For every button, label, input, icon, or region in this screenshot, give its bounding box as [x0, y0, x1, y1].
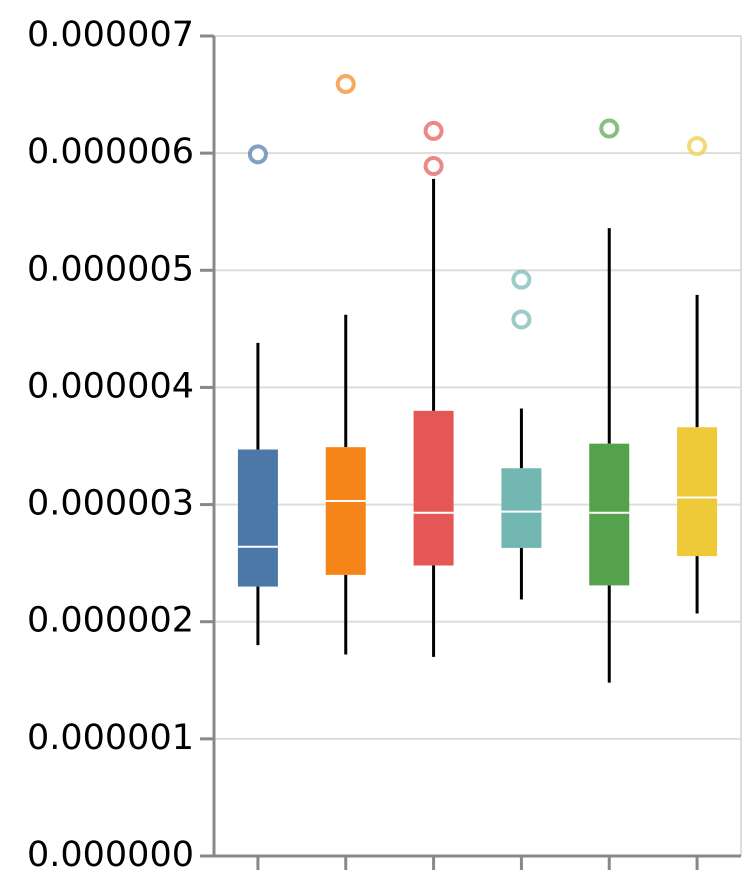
y-tick-label: 0.000003 — [27, 484, 194, 524]
outlier-point — [423, 120, 444, 141]
box — [589, 443, 630, 586]
box — [413, 410, 454, 566]
box — [237, 449, 278, 587]
y-tick-label: 0.000007 — [27, 15, 194, 55]
box — [501, 468, 542, 548]
y-axis: 0.000000 0.000001 0.000002 0.000003 0.000004… — [27, 15, 741, 875]
outlier-point — [423, 156, 444, 177]
box-series — [413, 120, 454, 657]
y-tick-label: 0.000005 — [27, 249, 194, 289]
y-tick-label: 0.000006 — [27, 132, 194, 172]
y-tick-label: 0.000001 — [27, 718, 194, 758]
outlier-point — [247, 144, 268, 165]
outlier-point — [511, 309, 532, 330]
outlier-point — [511, 269, 532, 290]
outlier-point — [599, 118, 620, 139]
box-series — [237, 144, 278, 646]
box-series — [501, 269, 542, 600]
box-series — [677, 136, 718, 614]
y-tick-label: 0.000002 — [27, 601, 194, 641]
box-series — [325, 74, 366, 655]
box — [677, 427, 718, 557]
grid-lines — [214, 35, 742, 857]
outlier-point — [335, 74, 356, 95]
box-series — [589, 118, 630, 683]
y-tick-label: 0.000000 — [27, 835, 194, 875]
box-series-group — [237, 74, 718, 683]
box — [325, 447, 366, 575]
outlier-point — [687, 136, 708, 157]
y-tick-label: 0.000004 — [27, 366, 194, 406]
